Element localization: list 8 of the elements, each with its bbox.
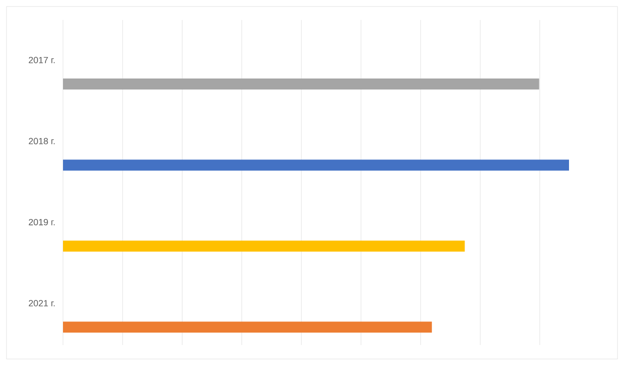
- bar: [63, 160, 569, 171]
- bar: [63, 240, 465, 252]
- bar: [63, 322, 432, 333]
- y-tick-label: 2019 г.: [28, 218, 55, 226]
- y-tick-label: 2018 г.: [28, 138, 55, 144]
- y-tick-label: 2017 г.: [28, 56, 55, 64]
- y-tick-label: 2021 г.: [28, 300, 55, 306]
- bar: [63, 78, 540, 90]
